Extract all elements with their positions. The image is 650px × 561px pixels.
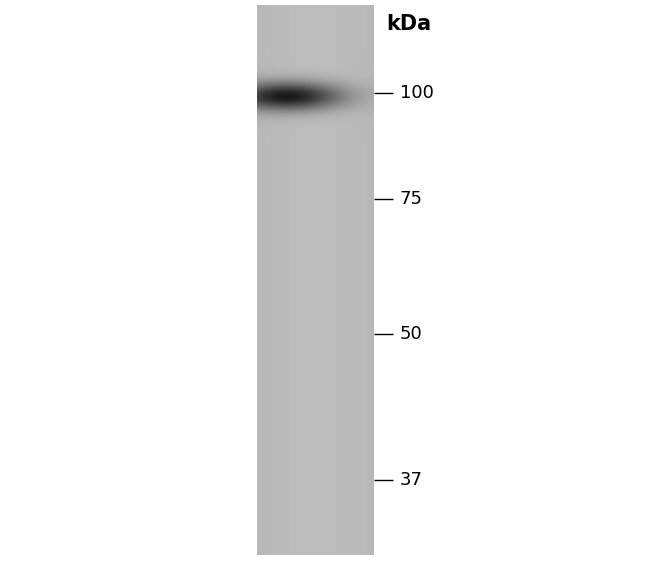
Text: 37: 37 (400, 471, 422, 489)
Text: 75: 75 (400, 190, 422, 208)
Text: 50: 50 (400, 325, 422, 343)
Text: kDa: kDa (387, 14, 432, 34)
Text: 100: 100 (400, 84, 434, 102)
